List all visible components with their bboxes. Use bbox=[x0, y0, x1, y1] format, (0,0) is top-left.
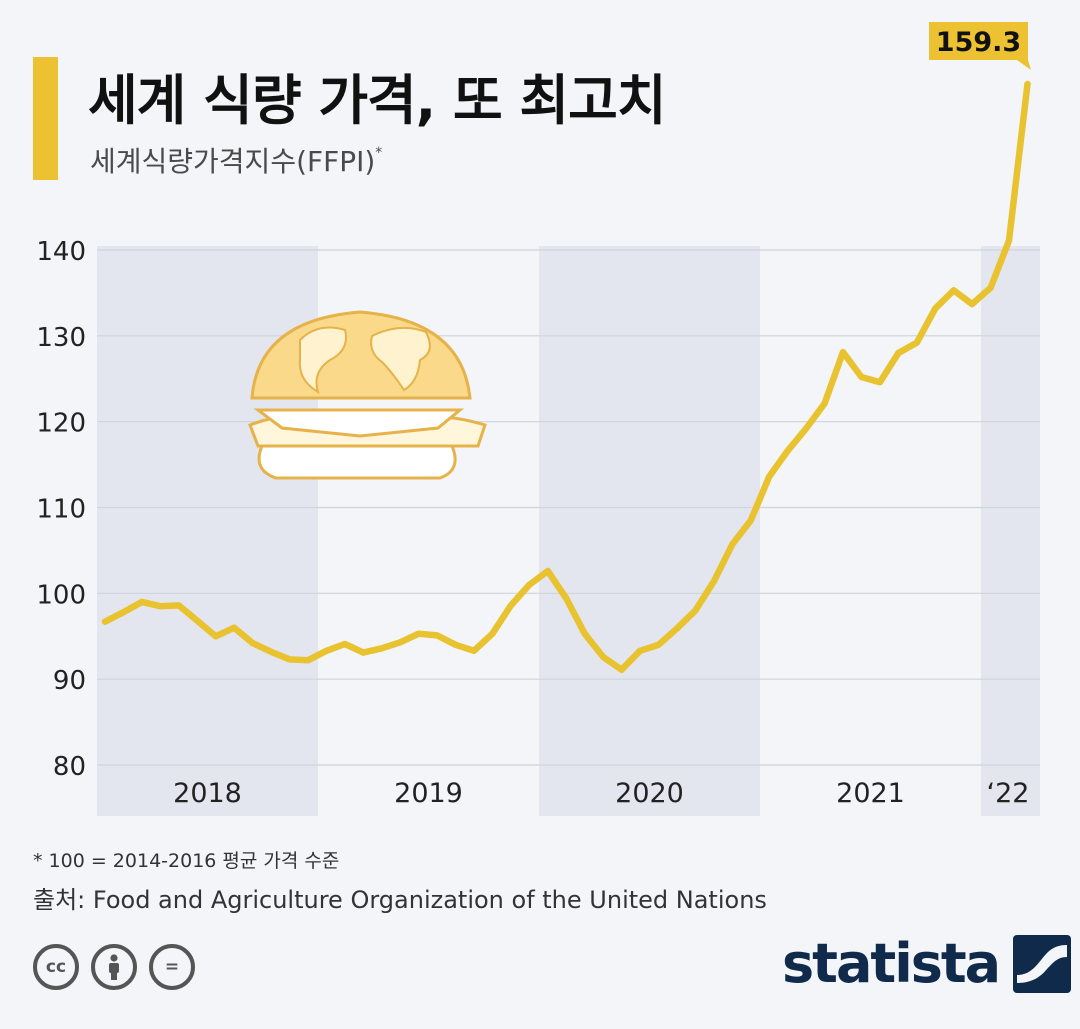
y-tick-label: 90 bbox=[53, 666, 86, 696]
x-year-label: 2019 bbox=[394, 778, 463, 809]
series-line-ffpi bbox=[101, 80, 1031, 673]
burger-globe-illustration bbox=[248, 310, 487, 480]
year-band-4 bbox=[981, 246, 1040, 816]
y-tick-label: 120 bbox=[36, 409, 86, 439]
x-year-label: ‘22 bbox=[987, 778, 1030, 809]
license-icons: cc = bbox=[33, 944, 195, 990]
subtitle-text: 세계식량가격지수(FFPI) bbox=[90, 145, 376, 178]
by-person-icon[interactable] bbox=[91, 944, 137, 990]
nd-equals-icon[interactable]: = bbox=[149, 944, 195, 990]
brand-name: statista bbox=[782, 932, 1001, 995]
accent-bar bbox=[33, 57, 58, 180]
source-text: 출처: Food and Agriculture Organization of… bbox=[33, 886, 767, 914]
year-band-2 bbox=[539, 246, 760, 816]
x-year-label: 2021 bbox=[836, 778, 905, 809]
y-tick-label: 100 bbox=[36, 580, 86, 610]
chart-title: 세계 식량 가격, 또 최고치 bbox=[88, 69, 667, 132]
value-callout bbox=[929, 22, 1031, 70]
chart-subtitle: 세계식량가격지수(FFPI)* bbox=[90, 140, 382, 180]
cc-icon[interactable]: cc bbox=[33, 944, 79, 990]
value-callout-label: 159.3 bbox=[936, 27, 1021, 58]
y-tick-label: 140 bbox=[36, 237, 86, 267]
year-band-0 bbox=[97, 246, 318, 816]
statista-mark-icon bbox=[1013, 935, 1072, 993]
x-year-label: 2018 bbox=[173, 778, 242, 809]
y-tick-label: 110 bbox=[36, 495, 86, 525]
y-tick-label: 80 bbox=[53, 752, 86, 782]
statista-logo[interactable]: statista bbox=[782, 932, 1072, 995]
x-year-label: 2020 bbox=[615, 778, 684, 809]
y-tick-label: 130 bbox=[36, 323, 86, 353]
footnote: * 100 = 2014-2016 평균 가격 수준 bbox=[33, 850, 340, 872]
subtitle-footnote-mark: * bbox=[375, 145, 383, 161]
